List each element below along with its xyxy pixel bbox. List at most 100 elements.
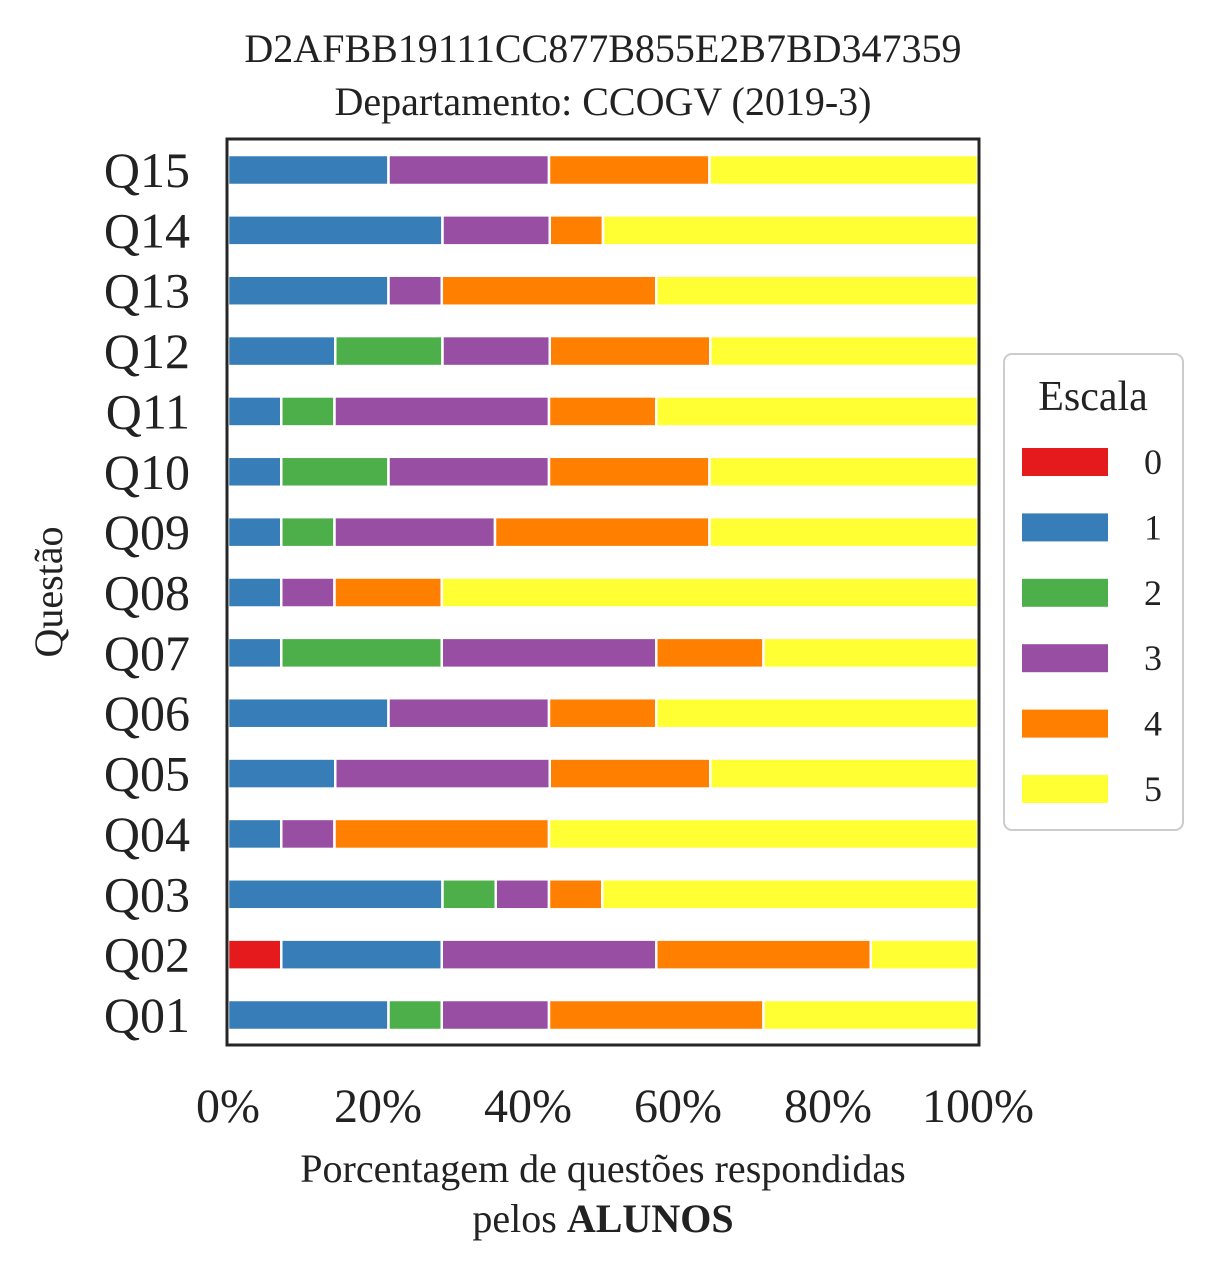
bar-Q06-escala-3 xyxy=(387,696,551,730)
bar-Q14-escala-4 xyxy=(548,214,605,247)
bar-Q08-escala-4 xyxy=(333,576,443,609)
bar-Q05-escala-5 xyxy=(709,757,980,790)
bar-Q15-escala-4 xyxy=(547,153,711,187)
legend-swatch-3 xyxy=(1022,644,1108,673)
bar-Q05-escala-1 xyxy=(226,757,337,790)
bar-Q03-escala-1 xyxy=(226,878,444,911)
bar-Q10-escala-3 xyxy=(387,455,551,489)
bar-Q11-escala-2 xyxy=(280,395,336,428)
y-tick-label-Q04: Q04 xyxy=(104,806,190,862)
bar-Q01-escala-5 xyxy=(762,998,980,1032)
bar-Q07-escala-1 xyxy=(226,636,283,670)
bar-Q12-escala-1 xyxy=(226,334,337,368)
x-tick-label-3: 60% xyxy=(634,1080,722,1133)
bar-Q09-escala-2 xyxy=(280,515,336,549)
y-tick-labels: Q01Q02Q03Q04Q05Q06Q07Q08Q09Q10Q11Q12Q13Q… xyxy=(104,142,190,1043)
bar-Q15-escala-5 xyxy=(708,153,980,187)
x-axis-label: Porcentagem de questões respondidas xyxy=(300,1146,905,1191)
bar-Q10-escala-2 xyxy=(280,455,390,489)
legend: Escala 0 1 2 3 4 5 xyxy=(1003,353,1184,831)
y-tick-label-Q13: Q13 xyxy=(104,263,190,319)
x-tick-label-2: 40% xyxy=(484,1080,572,1133)
bar-Q09-escala-4 xyxy=(493,515,711,549)
bar-Q05-escala-3 xyxy=(334,757,551,790)
bar-Q04-escala-5 xyxy=(547,817,980,851)
bar-Q09-escala-3 xyxy=(333,515,497,549)
y-axis-label: Questão xyxy=(26,526,71,657)
x-tick-labels: 0% 20% 40% 60% 80% 100% xyxy=(196,1080,1034,1133)
y-tick-label-Q03: Q03 xyxy=(104,866,190,922)
y-tick-label-Q02: Q02 xyxy=(104,927,190,983)
bar-Q10-escala-4 xyxy=(547,455,711,489)
y-tick-label-Q07: Q07 xyxy=(104,625,190,681)
bar-Q04-escala-1 xyxy=(226,817,283,851)
plot-frame xyxy=(225,137,981,1047)
y-tick-label-Q11: Q11 xyxy=(106,383,190,439)
bar-Q07-escala-4 xyxy=(655,636,765,670)
bar-Q13-escala-5 xyxy=(655,274,980,307)
bar-Q13-escala-4 xyxy=(440,274,658,307)
y-tick-label-Q14: Q14 xyxy=(104,202,190,258)
bar-Q11-escala-4 xyxy=(547,395,658,428)
bar-Q06-escala-5 xyxy=(655,696,980,730)
y-tick-label-Q12: Q12 xyxy=(104,323,190,379)
y-tick-label-Q08: Q08 xyxy=(104,565,190,621)
bar-Q11-escala-1 xyxy=(226,395,283,428)
bar-Q02-escala-5 xyxy=(869,938,980,971)
bar-Q03-escala-5 xyxy=(601,878,980,911)
bar-Q12-escala-5 xyxy=(709,334,980,368)
bar-Q12-escala-3 xyxy=(441,334,551,368)
bar-Q11-escala-3 xyxy=(333,395,551,428)
bar-Q03-escala-4 xyxy=(547,878,604,911)
bar-Q13-escala-3 xyxy=(387,274,443,307)
x-axis-label-prefix: pelos xyxy=(472,1196,556,1241)
bar-Q03-escala-3 xyxy=(494,878,551,911)
x-axis-label-line2: pelos ALUNOS xyxy=(472,1196,733,1241)
bar-Q08-escala-5 xyxy=(440,576,980,609)
legend-label-2: 2 xyxy=(1144,573,1162,613)
legend-swatch-1 xyxy=(1022,513,1108,542)
legend-label-5: 5 xyxy=(1144,769,1162,809)
legend-label-1: 1 xyxy=(1144,507,1162,547)
legend-label-4: 4 xyxy=(1144,704,1162,744)
x-axis-label-bold: ALUNOS xyxy=(567,1196,734,1241)
bar-Q01-escala-3 xyxy=(440,998,551,1032)
bar-Q02-escala-4 xyxy=(655,938,872,971)
bar-Q13-escala-1 xyxy=(226,274,390,307)
bar-Q14-escala-5 xyxy=(601,214,980,247)
bar-Q15-escala-1 xyxy=(226,153,390,187)
chart-subtitle: Departamento: CCOGV (2019-3) xyxy=(335,79,872,124)
bar-Q11-escala-5 xyxy=(655,395,980,428)
y-tick-label-Q05: Q05 xyxy=(104,746,190,802)
bar-Q04-escala-4 xyxy=(333,817,551,851)
x-tick-label-4: 80% xyxy=(784,1080,872,1133)
bar-Q07-escala-2 xyxy=(280,636,443,670)
y-tick-label-Q06: Q06 xyxy=(104,685,190,741)
bar-Q14-escala-3 xyxy=(441,214,551,247)
bar-Q08-escala-1 xyxy=(226,576,283,609)
bar-Q03-escala-2 xyxy=(441,878,497,911)
bar-Q09-escala-1 xyxy=(226,515,283,549)
legend-swatch-4 xyxy=(1022,709,1108,738)
bar-Q07-escala-3 xyxy=(440,636,658,670)
bar-Q02-escala-1 xyxy=(280,938,443,971)
bar-Q10-escala-5 xyxy=(708,455,980,489)
bar-Q07-escala-5 xyxy=(762,636,980,670)
bar-Q01-escala-1 xyxy=(226,998,390,1032)
x-tick-label-5: 100% xyxy=(922,1080,1034,1133)
bar-Q01-escala-4 xyxy=(547,998,765,1032)
bar-Q14-escala-1 xyxy=(226,214,444,247)
legend-swatch-0 xyxy=(1022,448,1108,476)
bar-Q05-escala-4 xyxy=(548,757,712,790)
bar-Q09-escala-5 xyxy=(708,515,980,549)
bar-Q08-escala-3 xyxy=(280,576,336,609)
bar-Q02-escala-3 xyxy=(440,938,658,971)
x-tick-label-0: 0% xyxy=(196,1080,260,1133)
y-tick-label-Q01: Q01 xyxy=(104,987,190,1043)
legend-label-0: 0 xyxy=(1144,442,1162,482)
y-tick-label-Q09: Q09 xyxy=(104,504,190,560)
legend-items: 0 1 2 3 4 5 xyxy=(1022,442,1162,809)
chart-title: D2AFBB19111CC877B855E2B7BD347359 xyxy=(244,26,961,71)
bars-group xyxy=(226,153,980,1032)
